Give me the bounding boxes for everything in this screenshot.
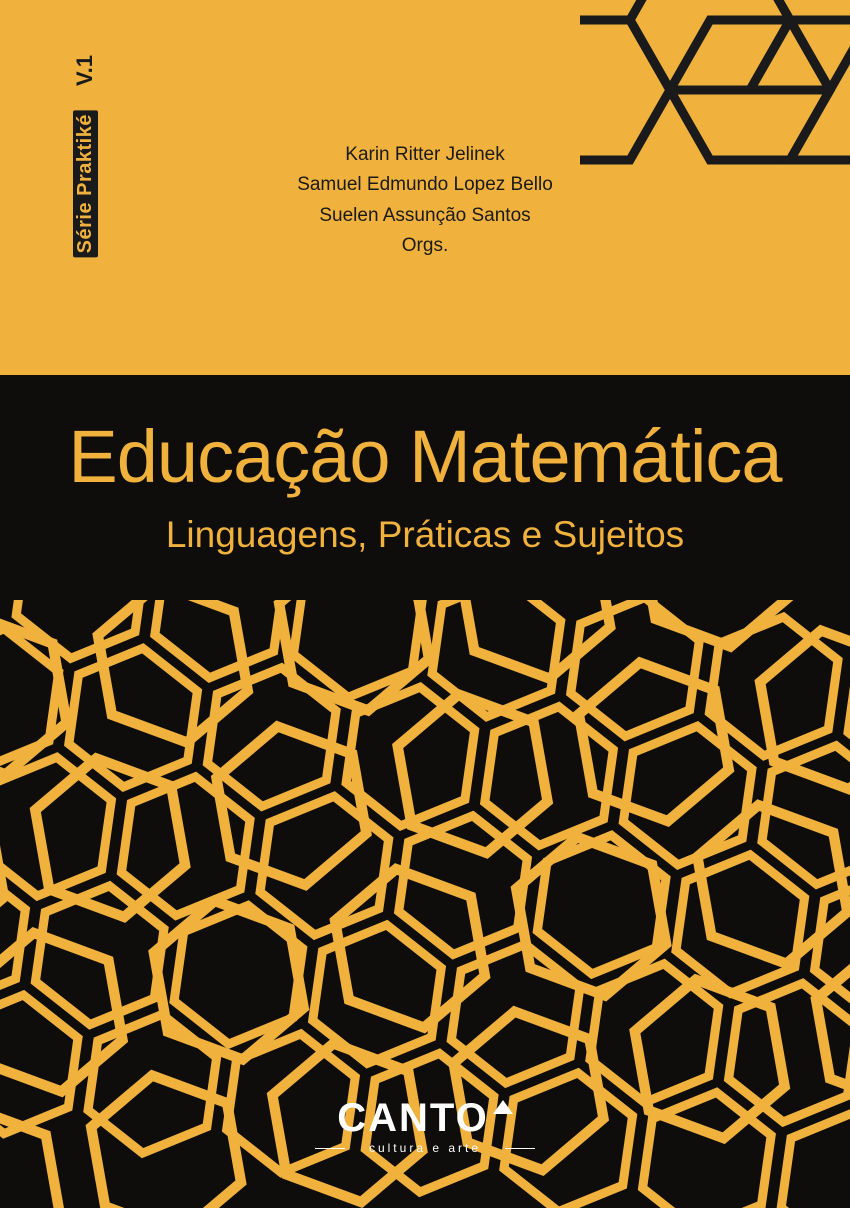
logo-name-text: CANTO [337,1098,488,1138]
publisher-logo: CANTO cultura e arte [320,1098,530,1178]
top-band: Série Praktiké V.1 Karin Ritter Jelinek … [0,0,850,375]
title-band: Educação Matemática Linguagens, Práticas… [0,375,850,600]
caret-up-icon [493,1100,513,1114]
series-label-wrap: Série Praktiké [73,110,98,257]
volume-label: V.1 [72,55,98,86]
book-cover: Série Praktiké V.1 Karin Ritter Jelinek … [0,0,850,1208]
logo-mark: CANTO cultura e arte [320,1098,530,1178]
subtitle: Linguagens, Práticas e Sujeitos [166,514,684,556]
top-hex-icon [580,0,850,240]
author-line: Orgs. [297,231,553,261]
main-title: Educação Matemática [68,420,781,494]
author-line: Samuel Edmundo Lopez Bello [297,170,553,200]
logo-tagline: cultura e arte [320,1141,530,1155]
series-label: Série Praktiké [74,114,96,253]
pattern-band: CANTO cultura e arte [0,600,850,1208]
logo-name: CANTO [337,1098,512,1138]
author-line: Karin Ritter Jelinek [297,140,553,170]
series-spine: Série Praktiké V.1 [72,55,98,257]
author-line: Suelen Assunção Santos [297,201,553,231]
authors-block: Karin Ritter Jelinek Samuel Edmundo Lope… [297,140,553,262]
